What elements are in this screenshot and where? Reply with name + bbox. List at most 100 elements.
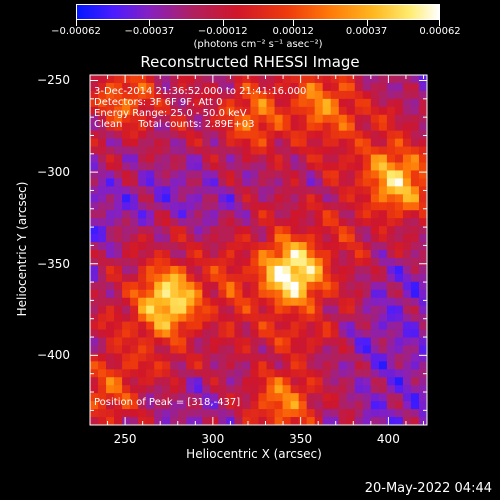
heatmap-cell: [346, 321, 356, 330]
heatmap-cell: [114, 242, 123, 251]
heatmap-cell: [114, 417, 123, 426]
heatmap-cell: [162, 162, 171, 171]
heatmap-cell: [306, 305, 316, 315]
heatmap-cell: [226, 242, 235, 251]
heatmap-cell: [410, 154, 420, 163]
heatmap-cell: [226, 186, 235, 195]
heatmap-cell: [290, 369, 300, 378]
heatmap-cell: [258, 242, 267, 251]
heatmap-cell: [202, 250, 211, 259]
heatmap-cell: [314, 361, 324, 370]
heatmap-cell: [162, 106, 171, 116]
heatmap-cell: [202, 329, 211, 338]
heatmap-cell: [114, 313, 123, 322]
heatmap-cell: [106, 417, 115, 426]
heatmap-cell: [362, 273, 372, 283]
heatmap-cell: [162, 369, 171, 378]
heatmap-cell: [106, 337, 115, 346]
heatmap-cell: [290, 377, 300, 386]
heatmap-cell: [258, 369, 267, 378]
heatmap-cell: [194, 377, 203, 386]
heatmap-cell: [258, 313, 267, 322]
heatmap-cell: [354, 154, 364, 163]
heatmap-cell: [378, 289, 388, 299]
heatmap-cell: [138, 82, 147, 92]
heatmap-cell: [154, 353, 163, 362]
heatmap-cell: [282, 417, 291, 426]
heatmap-cell: [322, 337, 332, 346]
heatmap-cell: [394, 106, 404, 116]
heatmap-cell: [394, 242, 404, 251]
heatmap-cell: [250, 234, 259, 243]
heatmap-cell: [202, 273, 211, 283]
heatmap-cell: [122, 297, 131, 307]
heatmap-cell: [186, 401, 195, 410]
heatmap-cell: [138, 409, 147, 418]
heatmap-cell: [130, 297, 139, 307]
heatmap-cell: [122, 345, 131, 354]
heatmap-cell: [210, 146, 219, 155]
heatmap-cell: [290, 257, 300, 267]
heatmap-cell: [346, 146, 356, 155]
heatmap-cell: [322, 130, 332, 140]
heatmap-cell: [106, 146, 115, 155]
heatmap-cell: [346, 385, 356, 394]
heatmap-cell: [378, 265, 388, 275]
heatmap-cell: [138, 250, 147, 259]
heatmap-cell: [186, 257, 195, 267]
heatmap-cell: [370, 202, 380, 211]
heatmap-cell: [338, 385, 348, 394]
heatmap-cell: [330, 257, 340, 267]
heatmap-cell: [186, 265, 195, 275]
heatmap-cell: [234, 361, 243, 370]
heatmap-cell: [314, 257, 324, 267]
heatmap-cell: [346, 138, 356, 147]
heatmap-cell: [418, 305, 428, 315]
heatmap-cell: [410, 218, 420, 227]
heatmap-cell: [418, 250, 428, 259]
heatmap-cell: [202, 393, 211, 402]
heatmap-cell: [394, 146, 404, 155]
heatmap-cell: [354, 130, 364, 140]
colorbar-tick-label: 0.00012: [272, 26, 314, 37]
heatmap-cell: [242, 313, 251, 322]
heatmap-cell: [122, 154, 131, 163]
heatmap-cell: [370, 210, 380, 219]
heatmap-cell: [122, 170, 131, 179]
heatmap-cell: [226, 146, 235, 155]
heatmap-cell: [306, 106, 316, 116]
heatmap-cell: [114, 409, 123, 418]
heatmap-cell: [346, 305, 356, 315]
heatmap-cell: [338, 130, 348, 140]
heatmap-cell: [314, 345, 324, 354]
heatmap-cell: [122, 337, 131, 346]
heatmap-cell: [338, 146, 348, 155]
heatmap-cell: [410, 122, 420, 132]
heatmap-cell: [218, 409, 227, 418]
heatmap-cell: [122, 82, 131, 92]
heatmap-cell: [178, 75, 187, 84]
heatmap-cell: [290, 202, 300, 211]
heatmap-cell: [210, 257, 219, 267]
heatmap-cell: [178, 162, 187, 171]
heatmap-cell: [122, 250, 131, 259]
heatmap-cell: [170, 130, 179, 140]
heatmap-cell: [98, 138, 107, 147]
heatmap-cell: [362, 114, 372, 124]
heatmap-cell: [250, 401, 259, 410]
heatmap-cell: [290, 313, 300, 322]
heatmap-cell: [130, 313, 139, 322]
heatmap-cell: [330, 226, 340, 235]
heatmap-cell: [226, 361, 235, 370]
heatmap-cell: [386, 289, 396, 299]
heatmap-cell: [154, 361, 163, 370]
heatmap-cell: [418, 257, 428, 267]
heatmap-cell: [186, 305, 195, 315]
heatmap-cell: [226, 154, 235, 163]
heatmap-cell: [298, 234, 308, 243]
heatmap-cell: [258, 409, 267, 418]
heatmap-cell: [330, 178, 340, 187]
heatmap-cell: [370, 305, 380, 315]
heatmap-cell: [322, 385, 332, 394]
heatmap-cell: [162, 353, 171, 362]
